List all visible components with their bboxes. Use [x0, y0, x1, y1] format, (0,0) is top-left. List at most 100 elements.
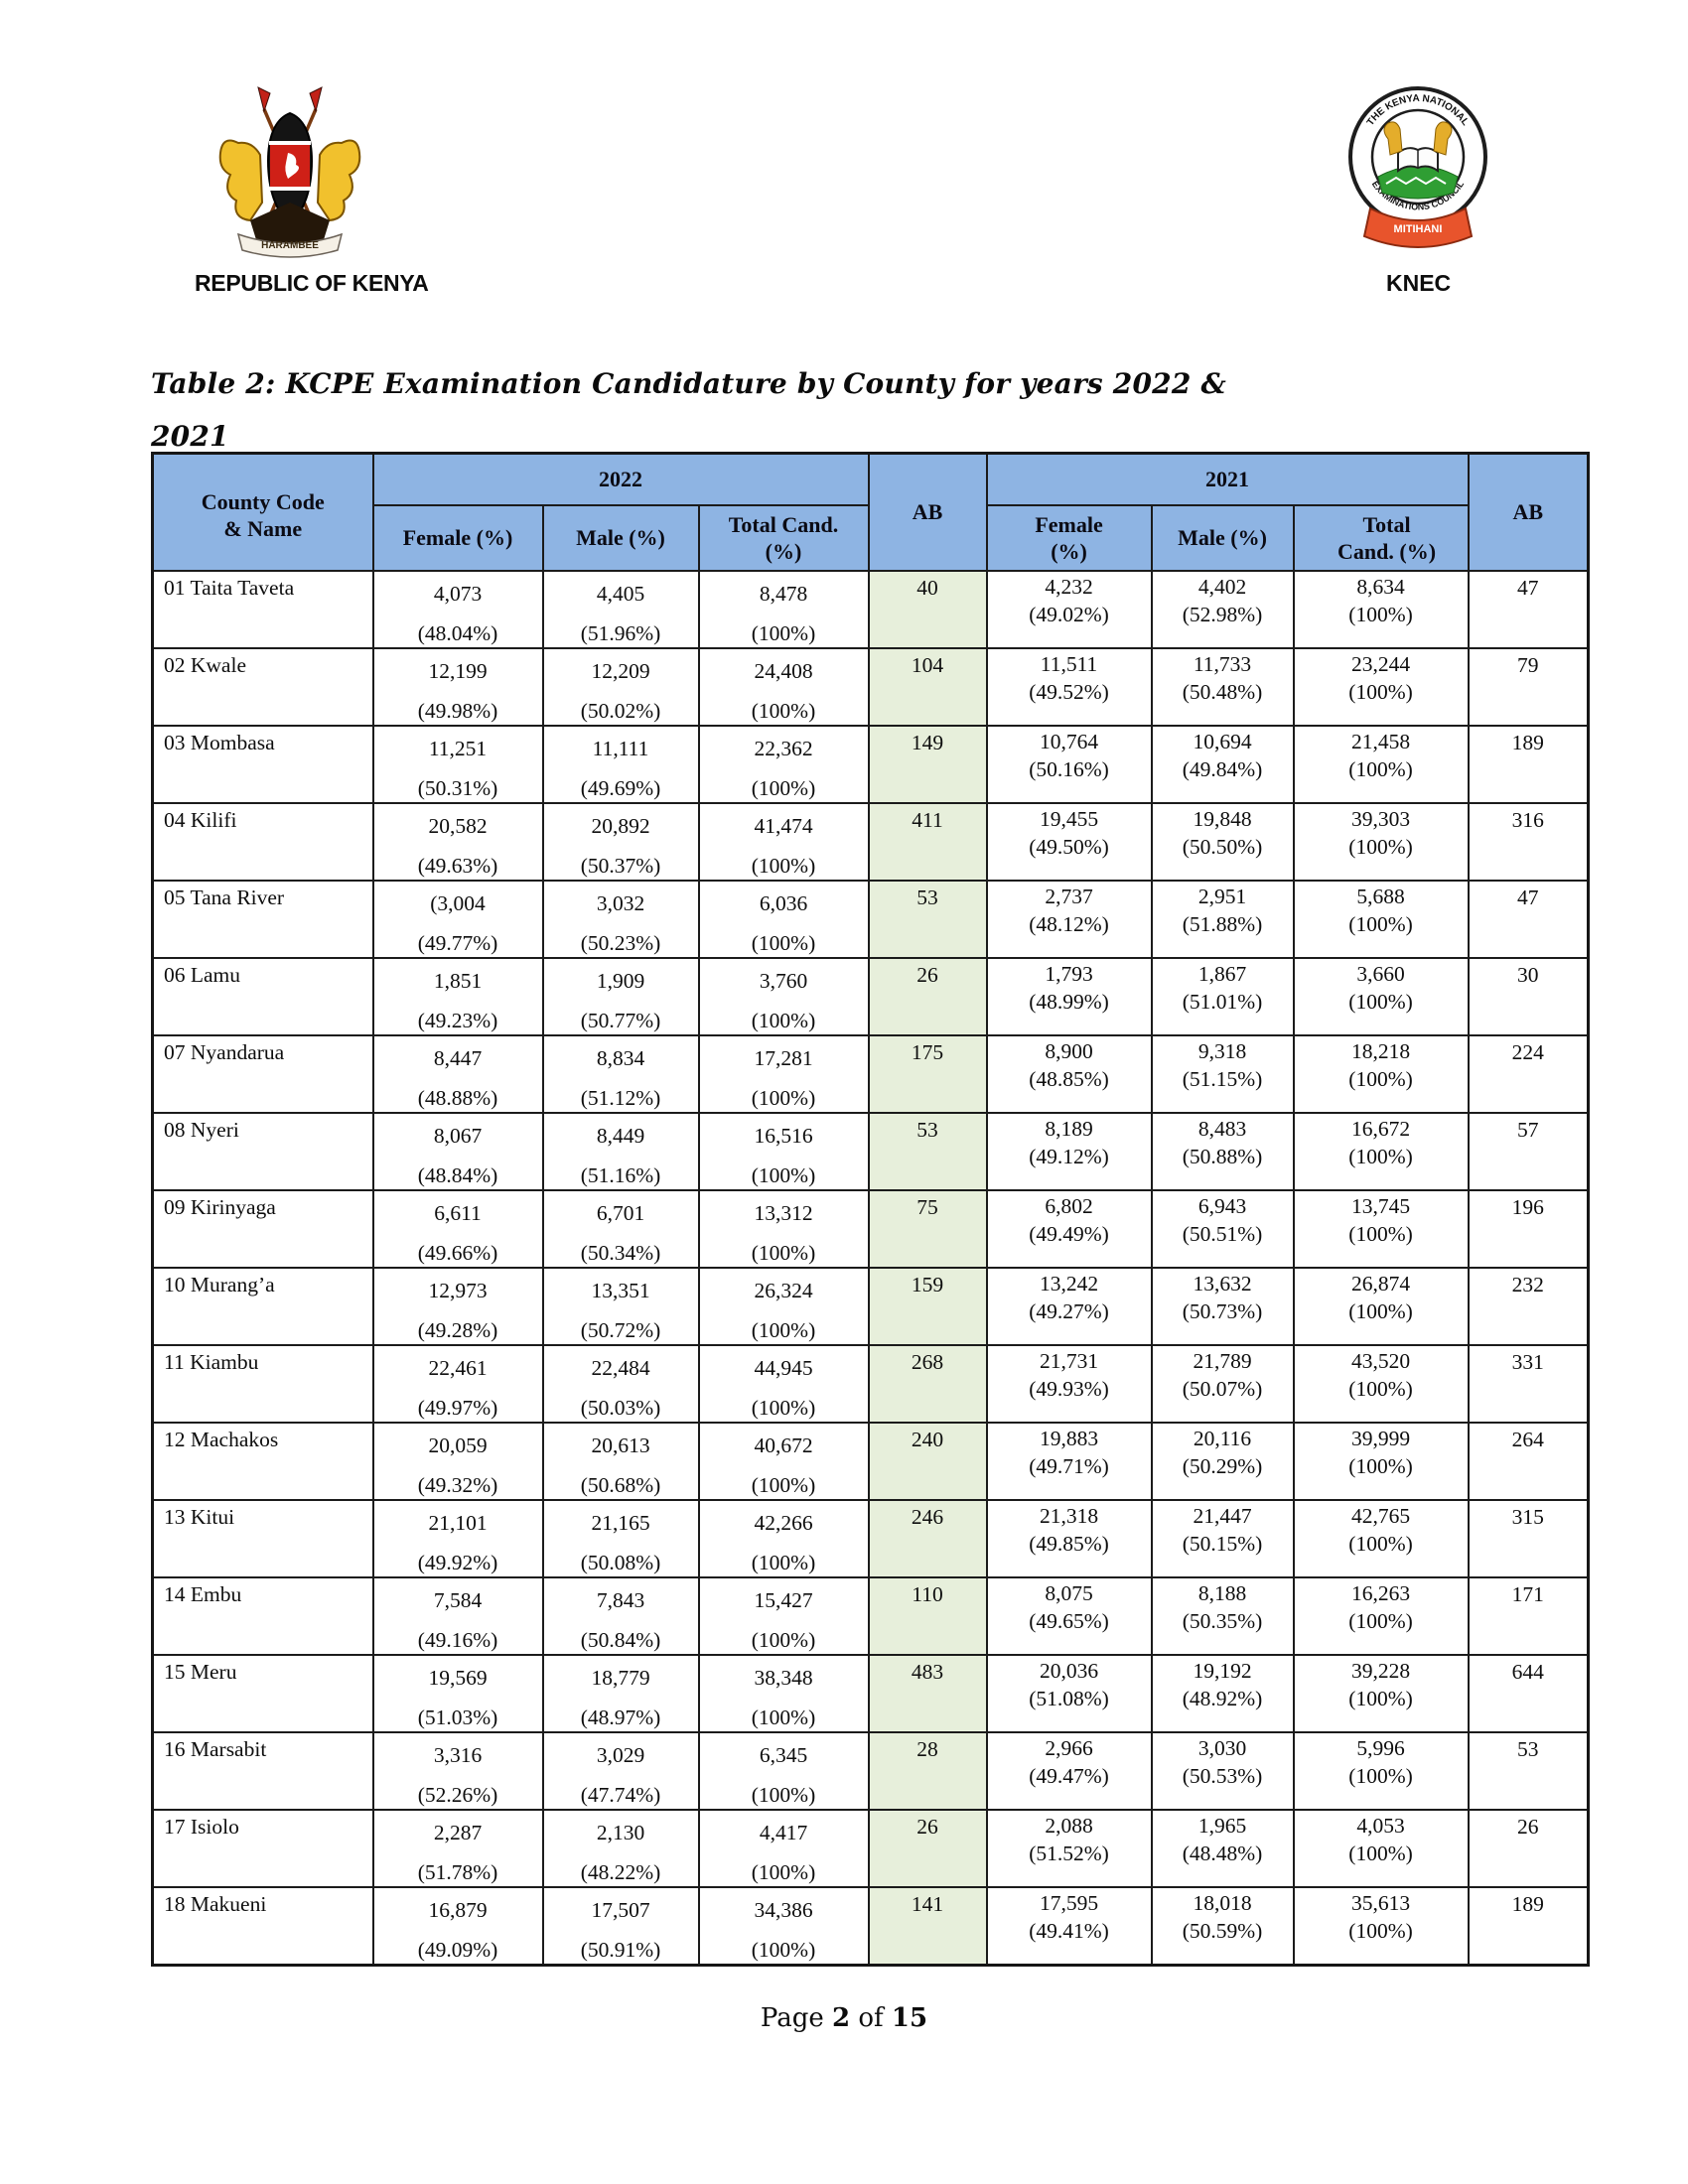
value: 12,199 [428, 658, 488, 683]
male-2021-cell: 6,943 (50.51%) [1150, 1188, 1295, 1269]
value: 196 [1511, 1194, 1544, 1219]
percentage: (51.96%) [580, 620, 661, 645]
value: 16,516 [754, 1123, 813, 1148]
percentage: (49.32%) [417, 1472, 498, 1497]
percentage: (100%) [1348, 1918, 1413, 1943]
value: 6,701 [596, 1200, 645, 1225]
percentage: (51.15%) [1182, 1066, 1263, 1091]
value: 149 [911, 730, 944, 754]
female-2022-cell: 21,101 (49.92%) [371, 1498, 544, 1578]
county-name: 07 Nyandarua [164, 1039, 285, 1064]
value: 34,386 [754, 1897, 813, 1922]
absent-2022-cell: 159 [867, 1266, 988, 1346]
year-2022-header: 2022 [371, 452, 870, 506]
table-row: 09 Kirinyaga 6,611 (49.66%) 6,701 (50.34%) 13… [151, 1188, 1590, 1269]
total-2022-cell: 22,362 (100%) [697, 724, 870, 804]
county-name: 14 Embu [164, 1581, 242, 1606]
value: 6,802 [1045, 1193, 1093, 1218]
total-2021-cell: 39,303 (100%) [1292, 801, 1470, 882]
percentage: (49.97%) [417, 1395, 498, 1420]
percentage: (49.69%) [580, 775, 661, 800]
female-2022-cell: 8,067 (48.84%) [371, 1111, 544, 1191]
value: 8,900 [1045, 1038, 1093, 1063]
county-name: 02 Kwale [164, 652, 246, 677]
female-2021-cell: 19,455 (49.50%) [985, 801, 1153, 882]
male-2022-cell: 3,029 (47.74%) [541, 1730, 700, 1811]
county-name: 12 Machakos [164, 1427, 279, 1451]
county-cell: 15 Meru [151, 1653, 374, 1733]
female-2022-cell: 6,611 (49.66%) [371, 1188, 544, 1269]
table-row: 01 Taita Taveta 4,073 (48.04%) 4,405 (51.96%… [151, 569, 1590, 649]
value: 9,318 [1197, 1038, 1247, 1063]
male-2021-cell: 10,694 (49.84%) [1150, 724, 1295, 804]
percentage: (50.31%) [417, 775, 498, 800]
percentage: (50.59%) [1182, 1918, 1263, 1943]
female-2021-cell: 8,900 (48.85%) [985, 1033, 1153, 1114]
value: 2,088 [1045, 1813, 1093, 1838]
value: 13,312 [754, 1200, 813, 1225]
female-2021-header: Female (%) [985, 503, 1153, 572]
value: 8,449 [596, 1123, 645, 1148]
value: 3,032 [596, 890, 645, 915]
value: 20,613 [591, 1433, 650, 1457]
county-name: 06 Lamu [164, 962, 241, 987]
absent-2021-cell: 331 [1467, 1343, 1590, 1424]
percentage: (51.03%) [417, 1705, 498, 1729]
percentage: (49.71%) [1029, 1453, 1109, 1478]
female-2022-cell: (3,004 (49.77%) [371, 879, 544, 959]
percentage: (49.49%) [1029, 1221, 1109, 1246]
value: 40,672 [754, 1433, 813, 1457]
value: 57 [1517, 1117, 1539, 1142]
value: 159 [911, 1272, 944, 1297]
absent-2021-cell: 57 [1467, 1111, 1590, 1191]
absent-2022-cell: 175 [867, 1033, 988, 1114]
value: 18,779 [591, 1665, 650, 1690]
value: 20,582 [428, 813, 488, 838]
county-cell: 09 Kirinyaga [151, 1188, 374, 1269]
total-2021-header: Total Cand. (%) [1292, 503, 1470, 572]
value: 13,632 [1193, 1271, 1252, 1296]
county-cell: 12 Machakos [151, 1421, 374, 1501]
harambee-banner-text: HARAMBEE [261, 240, 319, 251]
percentage: (50.53%) [1182, 1763, 1263, 1788]
table-row: 16 Marsabit 3,316 (52.26%) 3,029 (47.74%) 6,3… [151, 1730, 1590, 1811]
total-2022-cell: 40,672 (100%) [697, 1421, 870, 1501]
total-2022-cell: 44,945 (100%) [697, 1343, 870, 1424]
value: 11,111 [592, 736, 649, 760]
percentage: (49.50%) [1029, 834, 1109, 859]
value: 171 [1511, 1581, 1544, 1606]
value: 2,737 [1045, 884, 1093, 908]
county-cell: 08 Nyeri [151, 1111, 374, 1191]
value: 8,189 [1045, 1116, 1093, 1141]
kcpe-candidature-table: County Code & Name 2022 AB 2021 AB Femal… [151, 452, 1591, 1967]
value: 315 [1511, 1504, 1544, 1529]
percentage: (100%) [1348, 1453, 1413, 1478]
absent-2021-cell: 316 [1467, 801, 1590, 882]
value: 11,511 [1040, 651, 1098, 676]
absent-2021-cell: 47 [1467, 569, 1590, 649]
value: 2,287 [433, 1820, 483, 1844]
value: 10,694 [1193, 729, 1252, 753]
value: 1,965 [1197, 1813, 1247, 1838]
value: 30 [1517, 962, 1539, 987]
absent-2021-cell: 189 [1467, 1885, 1590, 1966]
value: 189 [1511, 730, 1544, 754]
footer-page-word: Page [760, 2003, 833, 2033]
value: 20,116 [1193, 1426, 1252, 1450]
county-name: 09 Kirinyaga [164, 1194, 276, 1219]
percentage: (49.02%) [1029, 602, 1109, 626]
value: 19,569 [428, 1665, 488, 1690]
table-row: 04 Kilifi 20,582 (49.63%) 20,892 (50.37%) 41,… [151, 801, 1590, 882]
percentage: (100%) [751, 1162, 816, 1187]
county-name: 16 Marsabit [164, 1736, 267, 1761]
value: 75 [916, 1194, 938, 1219]
value: 42,765 [1350, 1503, 1411, 1528]
percentage: (49.85%) [1029, 1531, 1109, 1556]
value: 4,073 [433, 581, 483, 606]
percentage: (49.77%) [417, 930, 498, 955]
male-2021-cell: 3,030 (50.53%) [1150, 1730, 1295, 1811]
value: 53 [916, 885, 938, 909]
male-2022-header: Male (%) [541, 503, 700, 572]
percentage: (100%) [1348, 1608, 1413, 1633]
percentage: (50.02%) [580, 698, 661, 723]
